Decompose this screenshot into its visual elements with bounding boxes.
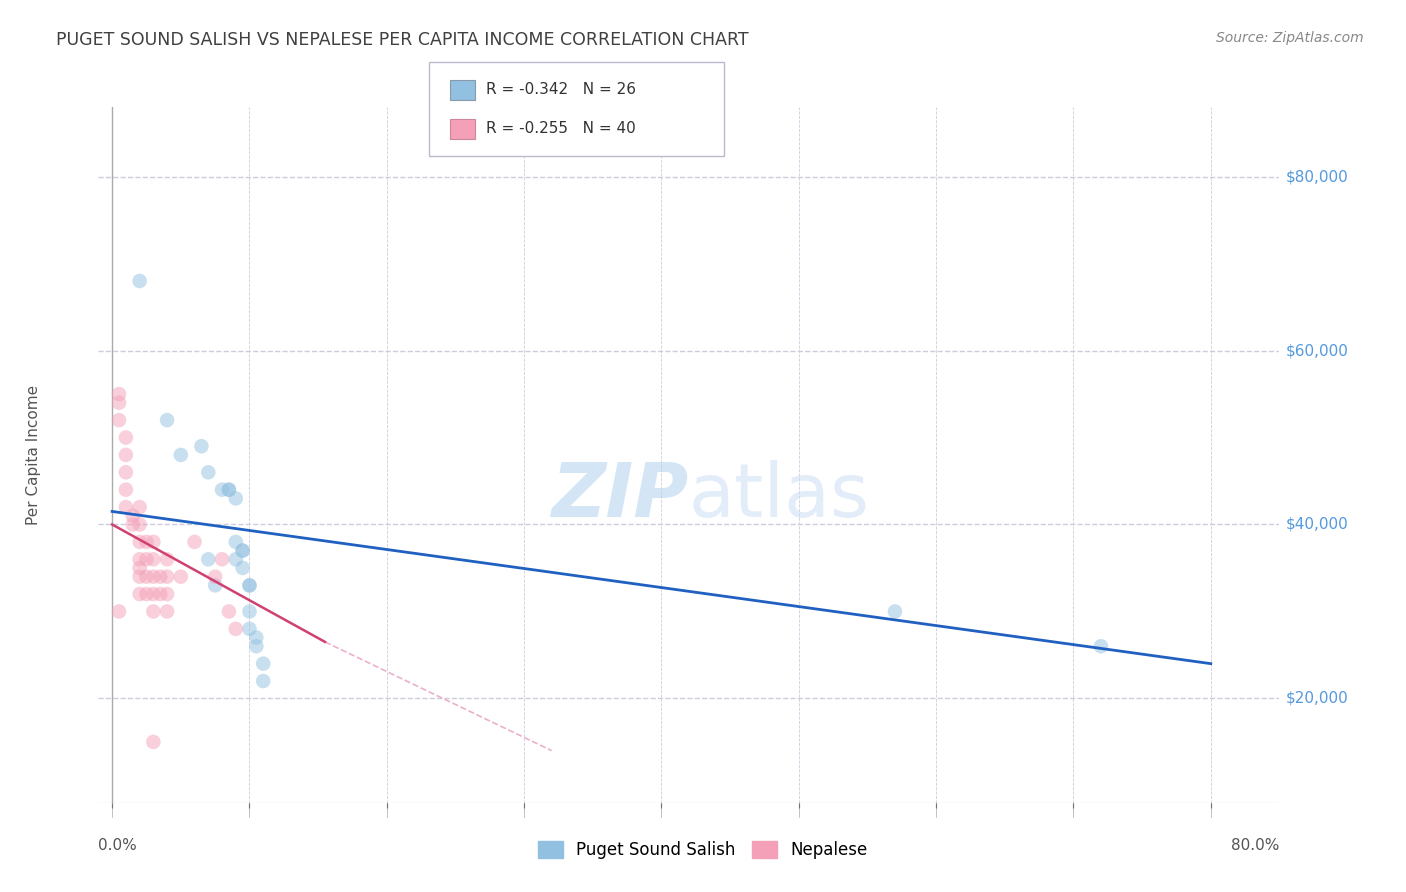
Point bbox=[183, 534, 205, 549]
Text: $20,000: $20,000 bbox=[1285, 691, 1348, 706]
Point bbox=[225, 491, 247, 506]
Point bbox=[218, 605, 240, 619]
Point bbox=[204, 578, 226, 592]
Point bbox=[211, 552, 233, 566]
Text: PUGET SOUND SALISH VS NEPALESE PER CAPITA INCOME CORRELATION CHART: PUGET SOUND SALISH VS NEPALESE PER CAPIT… bbox=[56, 31, 749, 49]
Point bbox=[115, 466, 138, 480]
Text: ZIP: ZIP bbox=[551, 460, 689, 533]
Point bbox=[135, 587, 157, 601]
Point bbox=[128, 534, 150, 549]
Point bbox=[108, 387, 131, 401]
Point bbox=[135, 552, 157, 566]
Point bbox=[252, 657, 274, 671]
Point bbox=[128, 274, 150, 288]
Point bbox=[115, 500, 138, 514]
Text: $40,000: $40,000 bbox=[1285, 517, 1348, 532]
Point bbox=[142, 570, 165, 584]
Point bbox=[108, 396, 131, 410]
Point bbox=[135, 534, 157, 549]
Point bbox=[218, 483, 240, 497]
Point bbox=[135, 570, 157, 584]
Point bbox=[252, 674, 274, 689]
Point bbox=[121, 508, 143, 523]
Text: $60,000: $60,000 bbox=[1285, 343, 1348, 358]
Point bbox=[1090, 639, 1112, 653]
Point bbox=[156, 570, 179, 584]
Point bbox=[156, 413, 179, 427]
Point bbox=[142, 605, 165, 619]
Point bbox=[245, 639, 267, 653]
Point bbox=[128, 570, 150, 584]
Point bbox=[128, 517, 150, 532]
Point bbox=[156, 552, 179, 566]
Point bbox=[115, 483, 138, 497]
Point bbox=[128, 552, 150, 566]
Text: R = -0.255   N = 40: R = -0.255 N = 40 bbox=[486, 121, 637, 136]
Point bbox=[232, 561, 254, 575]
Point bbox=[884, 605, 907, 619]
Point bbox=[142, 534, 165, 549]
Text: 80.0%: 80.0% bbox=[1232, 838, 1279, 854]
Point bbox=[211, 483, 233, 497]
Point bbox=[170, 448, 193, 462]
Point bbox=[115, 448, 138, 462]
Point bbox=[197, 552, 219, 566]
Point bbox=[238, 622, 260, 636]
Point bbox=[108, 413, 131, 427]
Point bbox=[128, 587, 150, 601]
Point bbox=[170, 570, 193, 584]
Legend: Puget Sound Salish, Nepalese: Puget Sound Salish, Nepalese bbox=[531, 834, 875, 866]
Text: Source: ZipAtlas.com: Source: ZipAtlas.com bbox=[1216, 31, 1364, 45]
Point bbox=[225, 534, 247, 549]
Text: Per Capita Income: Per Capita Income bbox=[25, 384, 41, 525]
Point bbox=[232, 543, 254, 558]
Point bbox=[238, 578, 260, 592]
Point bbox=[156, 605, 179, 619]
Point bbox=[190, 439, 212, 453]
Text: R = -0.342   N = 26: R = -0.342 N = 26 bbox=[486, 82, 637, 97]
Point bbox=[156, 587, 179, 601]
Point bbox=[245, 631, 267, 645]
Point bbox=[142, 587, 165, 601]
Point bbox=[149, 587, 172, 601]
Point bbox=[232, 543, 254, 558]
Point bbox=[225, 622, 247, 636]
Point bbox=[121, 517, 143, 532]
Point bbox=[115, 431, 138, 445]
Text: 0.0%: 0.0% bbox=[98, 838, 138, 854]
Text: atlas: atlas bbox=[689, 460, 870, 533]
Text: $80,000: $80,000 bbox=[1285, 169, 1348, 184]
Point bbox=[128, 561, 150, 575]
Point bbox=[108, 605, 131, 619]
Point bbox=[142, 735, 165, 749]
Point bbox=[149, 570, 172, 584]
Point bbox=[238, 605, 260, 619]
Point bbox=[218, 483, 240, 497]
Point bbox=[128, 500, 150, 514]
Point bbox=[142, 552, 165, 566]
Point bbox=[238, 578, 260, 592]
Point bbox=[225, 552, 247, 566]
Point bbox=[204, 570, 226, 584]
Point bbox=[197, 466, 219, 480]
